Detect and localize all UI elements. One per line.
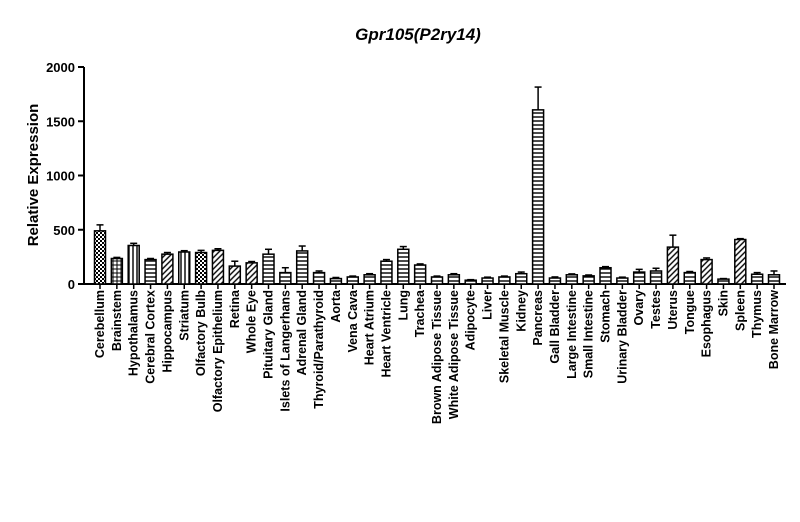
x-tick-label: Urinary Bladder — [615, 290, 629, 384]
bar — [767, 274, 781, 285]
bar — [515, 272, 528, 285]
bar — [447, 274, 461, 285]
bars — [93, 86, 781, 289]
y-tick-label: 0 — [68, 277, 75, 292]
x-tick-label: Heart Atrium — [363, 290, 377, 365]
x-tick-label: Kidney — [514, 290, 528, 332]
x-tick-label: Skeletal Muscle — [497, 290, 511, 383]
bar — [531, 109, 545, 285]
bar — [279, 271, 292, 285]
x-tick-label: Striatum — [177, 290, 191, 341]
x-tick-label: Large Intestine — [565, 290, 579, 379]
bar — [481, 277, 494, 285]
y-tick-label: 1500 — [46, 114, 75, 129]
bar — [262, 253, 275, 285]
x-tick-label: Tongue — [683, 290, 697, 334]
bar — [616, 277, 629, 285]
x-tick-label: Small Intestine — [582, 290, 596, 378]
bar — [632, 271, 646, 285]
bar — [93, 230, 107, 285]
bar — [734, 238, 747, 285]
x-tick-label: White Adipose Tissue — [447, 290, 461, 419]
x-tick-label: Whole Eye — [245, 290, 259, 353]
x-tick-label: Olfactory Epithelium — [211, 290, 225, 412]
x-tick-label: Heart Ventricle — [379, 290, 393, 378]
chart-title: Gpr105(P2ry14) — [355, 25, 481, 44]
x-tick-label: Brainstem — [110, 290, 124, 351]
x-tick-label: Skin — [716, 290, 730, 316]
x-tick-label: Gall Bladder — [548, 290, 562, 364]
bar — [363, 274, 376, 285]
bar — [295, 250, 309, 285]
bar — [548, 277, 562, 285]
x-tick-labels: Cerebellum Brainstem Hypothalamus Cerebral … — [93, 289, 781, 424]
x-tick-label: Brown Adipose Tissue — [430, 290, 444, 424]
bar — [599, 266, 612, 285]
x-tick-label: Aorta — [329, 289, 343, 323]
bar — [380, 260, 393, 285]
x-tick-label: Ovary — [632, 290, 646, 325]
bar — [312, 271, 326, 285]
bar — [127, 244, 140, 285]
x-tick-label: Cerebellum — [93, 290, 107, 358]
bar — [565, 274, 579, 285]
bar — [194, 251, 208, 285]
bar — [430, 276, 444, 285]
y-axis-label: Relative Expression — [25, 104, 42, 247]
x-tick-label: Thyroid/Parathyroid — [312, 290, 326, 409]
x-tick-label: Islets of Langerhans — [278, 290, 292, 412]
bar — [750, 273, 764, 285]
bar — [211, 249, 225, 285]
x-tick-label: Retina — [228, 289, 242, 328]
y-tick-label: 500 — [53, 223, 75, 238]
bar — [228, 265, 242, 285]
bar — [498, 276, 511, 285]
x-tick-label: Olfactory Bulb — [194, 290, 208, 376]
x-tick-label: Bone Marrow — [767, 290, 781, 369]
bar — [582, 275, 595, 285]
x-tick-label: Esophagus — [700, 290, 714, 357]
bar — [245, 262, 258, 285]
x-tick-label: Lung — [396, 290, 410, 321]
x-tick-label: Liver — [481, 290, 495, 320]
bar — [649, 270, 663, 285]
x-tick-label: Cerebral Cortex — [144, 290, 158, 384]
x-tick-label: Adrenal Gland — [295, 290, 309, 375]
x-tick-label: Pituitary Gland — [262, 290, 276, 379]
x-tick-label: Adipocyte — [464, 290, 478, 350]
y-tick-label: 2000 — [46, 60, 75, 75]
bar — [329, 277, 343, 285]
bar — [161, 253, 174, 285]
x-tick-label: Testes — [649, 290, 663, 329]
x-tick-label: Stomach — [599, 290, 613, 343]
bar — [178, 251, 191, 285]
x-tick-label: Thymus — [750, 290, 764, 338]
x-tick-label: Spleen — [733, 290, 747, 331]
bar — [397, 248, 410, 285]
y-ticks: 0 500 1000 1500 2000 — [46, 60, 84, 292]
y-tick-label: 1000 — [46, 169, 75, 184]
bar — [144, 258, 157, 285]
bar — [464, 279, 477, 285]
bar — [700, 258, 713, 285]
bar — [413, 264, 427, 285]
bar — [666, 246, 680, 285]
x-tick-label: Vena Cava — [346, 289, 360, 353]
bar — [717, 278, 730, 285]
bar — [346, 276, 359, 285]
bar — [110, 257, 124, 285]
x-tick-label: Hippocampus — [160, 290, 174, 373]
x-tick-label: Trachea — [413, 289, 427, 337]
x-tick-label: Pancreas — [531, 290, 545, 346]
x-tick-label: Hypothalamus — [127, 290, 141, 376]
bar — [683, 271, 696, 285]
x-tick-label: Uterus — [666, 290, 680, 330]
